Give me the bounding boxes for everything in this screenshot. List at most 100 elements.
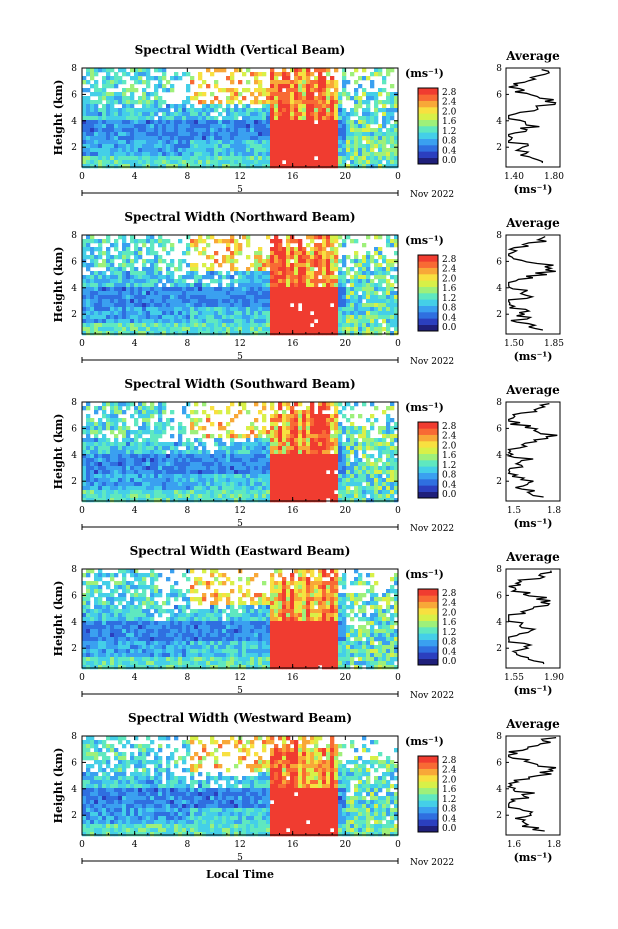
- heatmap-cell: [234, 331, 239, 336]
- heatmap-cell: [310, 283, 315, 288]
- heatmap-cell: [202, 148, 207, 153]
- heatmap-cell: [98, 88, 103, 93]
- heatmap-cell: [126, 295, 131, 300]
- heatmap-cell: [106, 148, 111, 153]
- heatmap-cell: [370, 323, 375, 328]
- heatmap-cell: [350, 426, 355, 431]
- heatmap-cell: [86, 303, 91, 308]
- heatmap-cell: [290, 140, 295, 145]
- heatmap-cell: [238, 120, 243, 125]
- heatmap-cell: [310, 414, 315, 419]
- heatmap-cell: [254, 402, 259, 407]
- heatmap-cell: [338, 486, 343, 491]
- heatmap-cell: [298, 319, 303, 324]
- heatmap-cell: [298, 243, 303, 248]
- heatmap-cell: [202, 251, 207, 256]
- heatmap-cell: [286, 478, 291, 483]
- heatmap-cell: [210, 271, 215, 276]
- heatmap-cell: [86, 267, 91, 272]
- heatmap-cell: [286, 156, 291, 161]
- heatmap-cell: [202, 295, 207, 300]
- heatmap-cell: [118, 331, 123, 336]
- heatmap-cell: [338, 112, 343, 117]
- heatmap-cell: [238, 434, 243, 439]
- heatmap-cell: [354, 124, 359, 129]
- heatmap-cell: [298, 148, 303, 153]
- heatmap-cell: [118, 136, 123, 141]
- heatmap-cell: [178, 486, 183, 491]
- heatmap-cell: [122, 128, 127, 133]
- heatmap-cell: [306, 235, 311, 240]
- y-axis-label: Height (km): [52, 80, 65, 156]
- heatmap-cell: [322, 287, 327, 292]
- heatmap-cell: [338, 422, 343, 427]
- heatmap-cell: [142, 470, 147, 475]
- colorbar-swatch: [418, 132, 438, 139]
- heatmap-cell: [194, 331, 199, 336]
- heatmap-cell: [106, 287, 111, 292]
- heatmap-cell: [362, 474, 367, 479]
- heatmap-cell: [186, 470, 191, 475]
- heatmap-cell: [102, 283, 107, 288]
- heatmap-cell: [134, 100, 139, 105]
- heatmap-cell: [246, 136, 251, 141]
- heatmap-cell: [174, 108, 179, 113]
- heatmap-cell: [286, 327, 291, 332]
- heatmap-cell: [202, 315, 207, 320]
- heatmap-cell: [194, 112, 199, 117]
- heatmap-cell: [266, 148, 271, 153]
- heatmap-cell: [230, 438, 235, 443]
- heatmap-cell: [254, 263, 259, 268]
- heatmap-cell: [334, 144, 339, 149]
- heatmap-cell: [134, 275, 139, 280]
- heatmap-cell: [186, 287, 191, 292]
- heatmap-cell: [86, 120, 91, 125]
- heatmap-cell: [182, 486, 187, 491]
- heatmap-cell: [338, 275, 343, 280]
- heatmap-cell: [254, 466, 259, 471]
- heatmap-cell: [318, 96, 323, 101]
- heatmap-cell: [274, 482, 279, 487]
- heatmap-cell: [282, 76, 287, 81]
- heatmap-cell: [366, 446, 371, 451]
- heatmap-cell: [106, 319, 111, 324]
- heatmap-cell: [314, 303, 319, 308]
- heatmap-cell: [206, 450, 211, 455]
- heatmap-cell: [154, 438, 159, 443]
- heatmap-cell: [282, 92, 287, 97]
- heatmap-cell: [230, 76, 235, 81]
- heatmap-cell: [258, 255, 263, 260]
- heatmap-cell: [170, 303, 175, 308]
- heatmap-cell: [162, 327, 167, 332]
- heatmap-cell: [130, 430, 135, 435]
- heatmap-cell: [110, 108, 115, 113]
- heatmap-cell: [334, 148, 339, 153]
- heatmap-cell: [186, 299, 191, 304]
- heatmap-cell: [322, 327, 327, 332]
- heatmap-cell: [298, 430, 303, 435]
- heatmap-cell: [278, 466, 283, 471]
- heatmap-cell: [322, 108, 327, 113]
- heatmap-cell: [202, 486, 207, 491]
- heatmap-cell: [154, 458, 159, 463]
- heatmap-cell: [142, 271, 147, 276]
- heatmap-cell: [378, 68, 383, 73]
- heatmap-cell: [302, 418, 307, 423]
- heatmap-cell: [326, 116, 331, 121]
- heatmap-cell: [146, 458, 151, 463]
- heatmap-cell: [82, 152, 87, 157]
- heatmap-cell: [150, 319, 155, 324]
- heatmap-cell: [134, 136, 139, 141]
- heatmap-cell: [102, 410, 107, 415]
- heatmap-cell: [294, 434, 299, 439]
- heatmap-cell: [130, 486, 135, 491]
- heatmap-cell: [318, 72, 323, 77]
- heatmap-cell: [138, 144, 143, 149]
- heatmap-cell: [82, 406, 87, 411]
- heatmap-cell: [226, 466, 231, 471]
- heatmap-cell: [354, 104, 359, 109]
- heatmap-cell: [238, 323, 243, 328]
- heatmap-cell: [122, 307, 127, 312]
- heatmap-cell: [254, 251, 259, 256]
- heatmap-cell: [258, 410, 263, 415]
